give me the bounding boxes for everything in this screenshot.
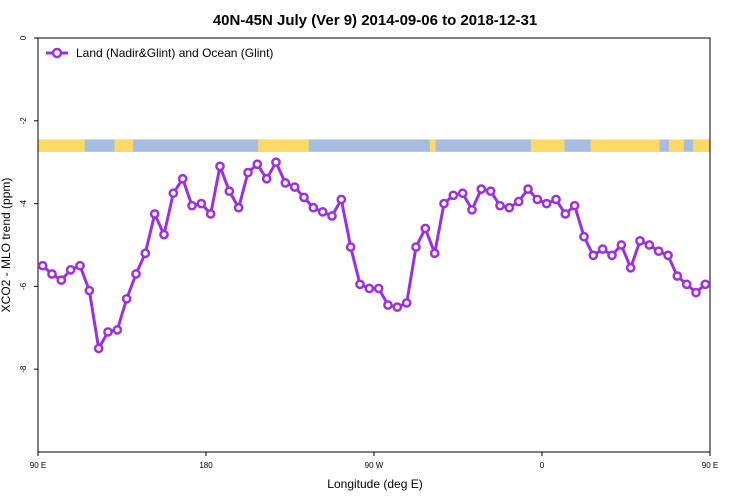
data-point (75, 260, 85, 271)
data-point (308, 202, 319, 213)
data-point (364, 283, 375, 294)
data-point (383, 300, 393, 310)
data-point (541, 198, 552, 209)
data-point (504, 202, 515, 213)
data-point (56, 275, 67, 286)
data-point (177, 173, 188, 184)
map-band-land (590, 139, 660, 152)
data-point (625, 262, 636, 273)
data-point (569, 200, 580, 211)
data-point (588, 250, 599, 261)
data-point (345, 242, 356, 252)
map-band-land (114, 139, 134, 152)
data-point (196, 198, 207, 209)
data-point (47, 269, 57, 279)
data-point (513, 196, 524, 207)
y-axis-label: XCO2 - MLO trend (ppm) (0, 178, 13, 313)
data-point (560, 209, 571, 219)
data-point (121, 293, 132, 304)
y-tick-label: -6 (19, 282, 28, 290)
x-tick-label: 90 E (30, 461, 46, 470)
x-tick-label: 90 E (702, 461, 718, 470)
data-point (103, 327, 113, 337)
data-point (495, 200, 505, 211)
data-point (429, 248, 440, 259)
data-point (653, 246, 664, 257)
data-point (159, 229, 169, 240)
data-point (663, 250, 673, 261)
data-point (355, 279, 365, 290)
chart-title: 40N-45N July (Ver 9) 2014-09-06 to 2018-… (213, 12, 537, 29)
legend: Land (Nadir&Glint) and Ocean (Glint) (46, 46, 273, 60)
data-point (597, 244, 608, 254)
data-point (681, 279, 692, 290)
data-point (299, 192, 309, 203)
data-point (476, 184, 487, 194)
data-point (131, 269, 141, 279)
data-point (112, 325, 123, 335)
data-point (261, 173, 272, 184)
data-point (579, 231, 589, 242)
data-point (168, 188, 179, 199)
data-point (672, 271, 683, 281)
map-band-land (430, 139, 436, 152)
data-point (317, 207, 328, 217)
data-point (448, 190, 459, 201)
data-point (616, 240, 627, 250)
map-band-land (38, 139, 85, 152)
data-point (37, 260, 48, 271)
map-band-land (530, 139, 565, 152)
data-point (149, 209, 160, 219)
data-point (140, 248, 151, 259)
data-point (327, 211, 337, 221)
y-tick-label: -2 (19, 117, 28, 125)
y-tick-label: 0 (19, 35, 28, 40)
data-point (233, 202, 244, 213)
data-point (401, 298, 412, 308)
data-point (644, 240, 655, 250)
data-point (392, 302, 403, 312)
legend-marker-swatch (51, 47, 63, 59)
plot-area: 0 -2 -4 -6 -8 90 E 180 90 W 0 90 E (19, 35, 718, 470)
data-point (635, 236, 645, 246)
x-axis-label: Longitude (deg E) (327, 477, 422, 491)
y-tick-label: -4 (19, 199, 28, 207)
x-tick-label: 90 W (365, 461, 384, 470)
data-point (411, 242, 421, 252)
data-point (93, 343, 104, 354)
data-point (187, 200, 197, 211)
data-point (467, 204, 477, 215)
data-point (224, 186, 235, 197)
data-point (243, 167, 253, 178)
data-point (457, 188, 468, 199)
plot-frame (37, 37, 711, 453)
data-point (336, 194, 347, 205)
data-point (691, 287, 701, 298)
data-point (280, 178, 291, 188)
map-band-land (693, 139, 710, 152)
data-point (523, 184, 533, 194)
data-point (289, 182, 300, 192)
x-tick-label: 180 (199, 461, 213, 470)
data-point (373, 283, 384, 294)
legend-label: Land (Nadir&Glint) and Ocean (Glint) (76, 46, 273, 60)
x-tick-label: 0 (540, 461, 545, 470)
data-point (271, 157, 281, 168)
map-band-land (668, 139, 684, 152)
map-band-land (258, 139, 309, 152)
data-point (65, 264, 76, 275)
data-point (205, 209, 216, 219)
data-point (420, 223, 431, 234)
data-point (485, 186, 496, 197)
data-point (439, 198, 449, 209)
data-point (551, 194, 561, 205)
data-point (607, 250, 617, 261)
y-tick-label: -8 (19, 365, 28, 373)
data-point (252, 159, 263, 170)
data-point (532, 194, 543, 205)
data-point (84, 285, 95, 296)
data-point (700, 279, 711, 290)
data-point (215, 161, 225, 172)
